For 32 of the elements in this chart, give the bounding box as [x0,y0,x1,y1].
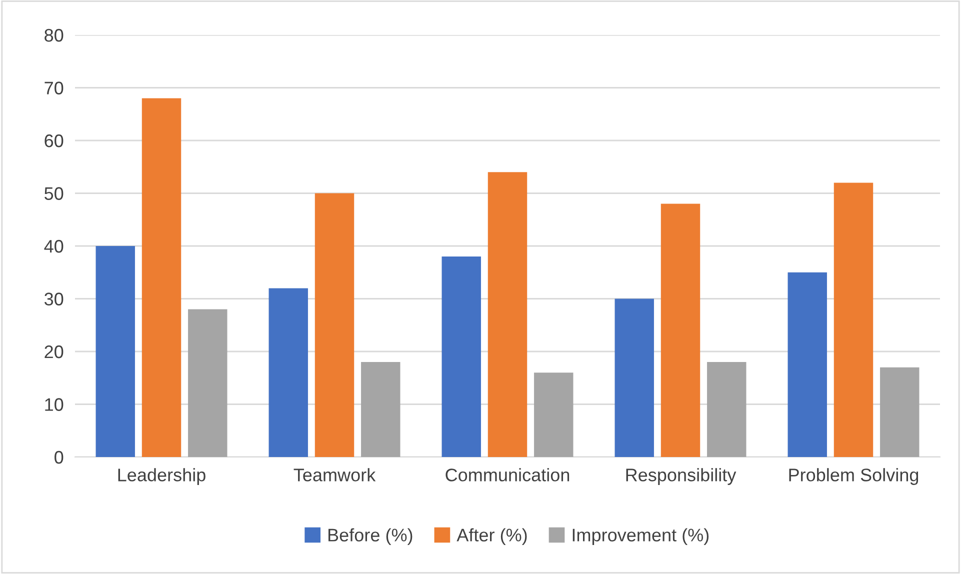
bar [614,298,654,457]
x-tick-label: Leadership [118,468,206,485]
y-tick-label: 20 [44,345,64,358]
x-tick-label: Problem Solving [789,468,918,485]
legend-label: Before (%) [328,528,412,546]
bar [788,272,827,457]
bar [96,246,135,457]
bar [268,288,308,457]
bar [707,362,746,457]
bar [834,182,874,457]
bar [188,309,228,457]
y-tick-label: 30 [44,292,64,306]
x-tick-label: Responsibility [626,468,736,485]
x-tick-label: Communication [446,468,570,482]
bar [534,372,574,457]
y-tick-label: 60 [44,134,64,148]
y-tick-label: 50 [44,187,64,200]
y-tick-label: 70 [44,82,64,94]
y-tick-label: 80 [44,28,64,42]
y-tick-label: 0 [54,450,64,464]
y-tick-label: 40 [44,240,64,253]
bar [314,193,354,457]
bar [660,204,700,457]
legend-label: After (%) [456,528,527,546]
bar [361,362,400,457]
bar [488,172,528,457]
legend-label: Improvement (%) [572,528,709,546]
bar [880,367,920,457]
bar [142,98,182,457]
x-tick-label: Teamwork [294,468,376,482]
bar [442,256,481,457]
y-tick-label: 10 [45,398,64,411]
